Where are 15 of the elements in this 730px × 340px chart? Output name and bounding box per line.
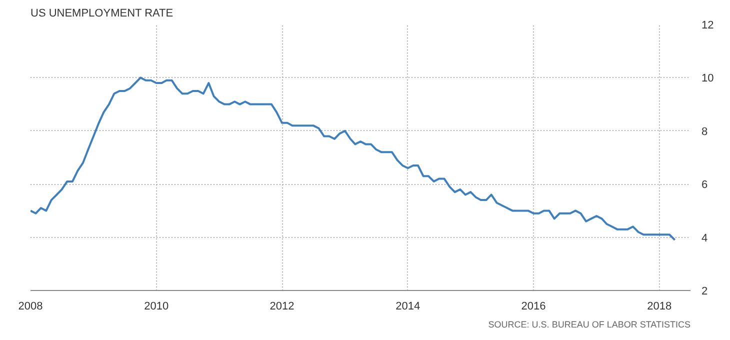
x-tick-label: 2018 [647,300,672,312]
x-tick-label: 2012 [270,300,294,312]
x-tick-label: 2014 [396,300,420,312]
y-tick-label: 6 [702,179,708,192]
x-tick-label: 2008 [18,300,43,312]
y-tick-label: 12 [702,20,714,32]
y-tick-label: 10 [702,72,714,85]
x-tick-label: 2010 [144,300,169,312]
y-tick-label: 4 [702,232,708,244]
chart-title: US UNEMPLOYMENT RATE [30,8,174,20]
x-tick-label: 2016 [521,300,546,312]
y-tick-label: 8 [702,126,708,138]
source-note: SOURCE: U.S. BUREAU OF LABOR STATISTICS [488,320,691,330]
line-series [30,76,676,241]
y-tick-label: 2 [702,286,708,298]
